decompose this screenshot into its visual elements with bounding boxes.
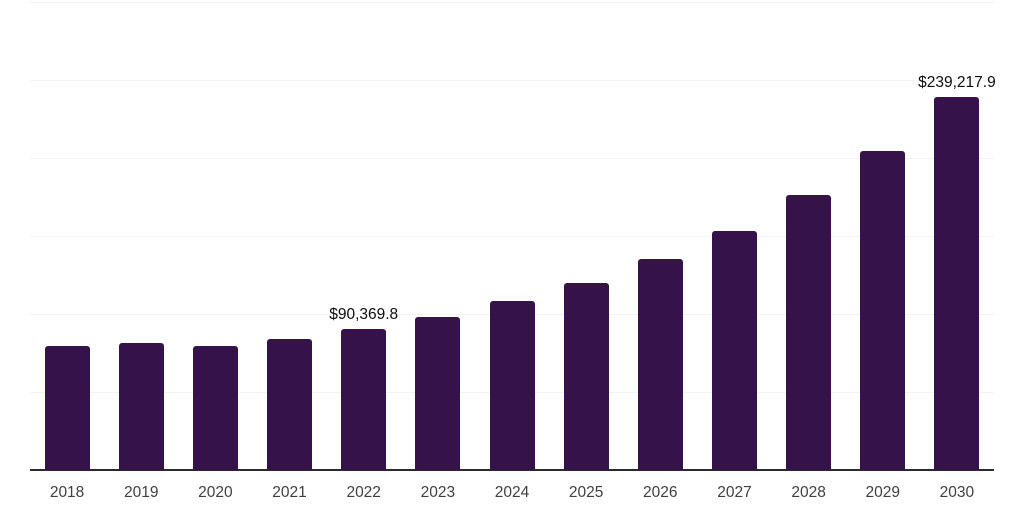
bar-2026 (637, 259, 683, 470)
x-tick-2019: 2019 (123, 484, 159, 501)
data-label-2022: $90,369.8 (329, 306, 399, 324)
bar-2018 (44, 345, 90, 470)
gridline (30, 158, 994, 159)
data-label-2030: $239,217.9 (918, 73, 996, 91)
x-tick-2024: 2024 (494, 484, 530, 501)
bar-2027 (711, 231, 757, 470)
bar-2019 (118, 342, 164, 470)
bar-2025 (563, 282, 609, 470)
gridline (30, 236, 994, 237)
bar-2024 (489, 301, 535, 470)
bar-2028 (786, 195, 832, 470)
bar-2020 (192, 345, 238, 470)
gridline (30, 2, 994, 3)
bar-2021 (267, 338, 313, 470)
x-tick-2022: 2022 (346, 484, 381, 501)
bar-2030 (934, 96, 980, 470)
x-axis-line (30, 469, 994, 471)
bar-2023 (415, 316, 461, 470)
plot-area: $90,369.8 $239,217.9 (30, 2, 996, 471)
x-tick-2018: 2018 (49, 484, 85, 501)
x-tick-2023: 2023 (420, 484, 456, 501)
bar-2029 (860, 150, 906, 470)
x-tick-2020: 2020 (198, 484, 233, 501)
x-tick-2027: 2027 (717, 484, 752, 501)
x-tick-2030: 2030 (939, 484, 975, 501)
x-axis-tick-labels: 2018 2019 2020 2021 2022 2023 2024 2025 2026 2027… (30, 484, 994, 504)
x-tick-2021: 2021 (272, 484, 307, 501)
x-tick-2026: 2026 (643, 484, 678, 501)
gridline (30, 80, 994, 81)
x-tick-2028: 2028 (791, 484, 826, 501)
bar-2022 (341, 329, 387, 470)
x-tick-2029: 2029 (865, 484, 901, 501)
x-tick-2025: 2025 (568, 484, 604, 501)
